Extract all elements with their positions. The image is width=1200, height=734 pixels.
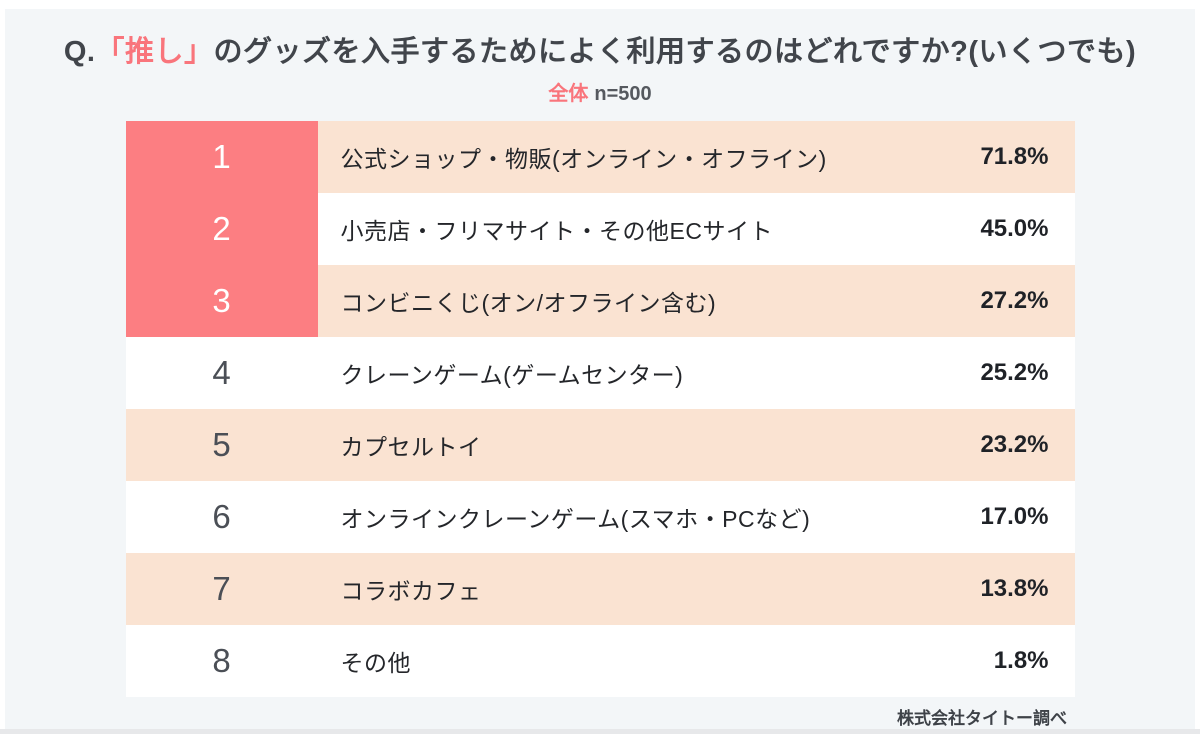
sample-size-line: 全体 n=500 (5, 81, 1195, 107)
rank-cell: 5 (125, 409, 318, 481)
rank-cell: 1 (125, 121, 318, 193)
table-row: 2 小売店・フリマサイト・その他ECサイト 45.0% (125, 193, 1075, 265)
title-rest: のグッズを入手するためによく利用するのはどれですか?(いくつでも) (213, 36, 1137, 68)
item-label: 公式ショップ・物販(オンライン・オフライン) (317, 121, 925, 193)
rank-cell: 8 (125, 625, 318, 697)
item-value: 13.8% (924, 553, 1075, 625)
title-highlight: 「推し」 (95, 36, 214, 68)
item-value: 25.2% (924, 337, 1075, 409)
table-row: 8 その他 1.8% (125, 625, 1075, 697)
rank-cell: 7 (125, 553, 318, 625)
item-value: 71.8% (924, 121, 1075, 193)
rank-cell: 4 (125, 337, 318, 409)
bottom-edge-shadow (0, 729, 1200, 734)
item-label: クレーンゲーム(ゲームセンター) (317, 337, 925, 409)
survey-card: Q.「推し」のグッズを入手するためによく利用するのはどれですか?(いくつでも) … (5, 9, 1195, 729)
item-label: カプセルトイ (317, 409, 925, 481)
item-value: 27.2% (924, 265, 1075, 337)
table-row: 4 クレーンゲーム(ゲームセンター) 25.2% (125, 337, 1075, 409)
item-label: その他 (317, 625, 925, 697)
rank-cell: 6 (125, 481, 318, 553)
item-value: 1.8% (924, 625, 1075, 697)
item-value: 23.2% (924, 409, 1075, 481)
table-row: 6 オンラインクレーンゲーム(スマホ・PCなど) 17.0% (125, 481, 1075, 553)
item-value: 45.0% (924, 193, 1075, 265)
sample-n-value: n=500 (594, 83, 652, 105)
title-q-prefix: Q. (63, 36, 96, 68)
table-row: 7 コラボカフェ 13.8% (125, 553, 1075, 625)
ranking-table: 1 公式ショップ・物販(オンライン・オフライン) 71.8% 2 小売店・フリマ… (125, 121, 1075, 697)
table-row: 3 コンビニくじ(オン/オフライン含む) 27.2% (125, 265, 1075, 337)
page-title: Q.「推し」のグッズを入手するためによく利用するのはどれですか?(いくつでも) (5, 31, 1195, 73)
table-row: 1 公式ショップ・物販(オンライン・オフライン) 71.8% (125, 121, 1075, 193)
item-label: コンビニくじ(オン/オフライン含む) (317, 265, 925, 337)
source-credit: 株式会社タイトー調べ (897, 709, 1067, 728)
table-row: 5 カプセルトイ 23.2% (125, 409, 1075, 481)
item-label: 小売店・フリマサイト・その他ECサイト (317, 193, 925, 265)
sample-group-label: 全体 (548, 83, 589, 105)
rank-cell: 2 (125, 193, 318, 265)
item-label: コラボカフェ (317, 553, 925, 625)
rank-cell: 3 (125, 265, 318, 337)
item-label: オンラインクレーンゲーム(スマホ・PCなど) (317, 481, 925, 553)
item-value: 17.0% (924, 481, 1075, 553)
